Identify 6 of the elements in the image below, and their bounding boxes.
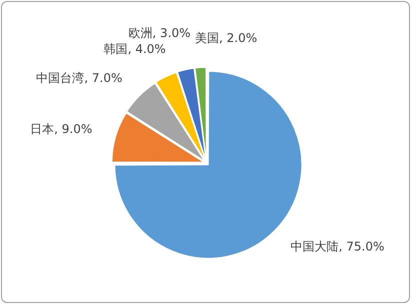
slice-label: 中国台湾, 7.0% — [36, 70, 122, 85]
slice-label: 中国大陆, 75.0% — [290, 239, 384, 254]
slice-label: 美国, 2.0% — [195, 30, 258, 45]
slice-label: 欧洲, 3.0% — [128, 26, 191, 40]
slice-label: 日本, 9.0% — [30, 122, 92, 136]
slice-label: 韩国, 4.0% — [104, 42, 166, 56]
